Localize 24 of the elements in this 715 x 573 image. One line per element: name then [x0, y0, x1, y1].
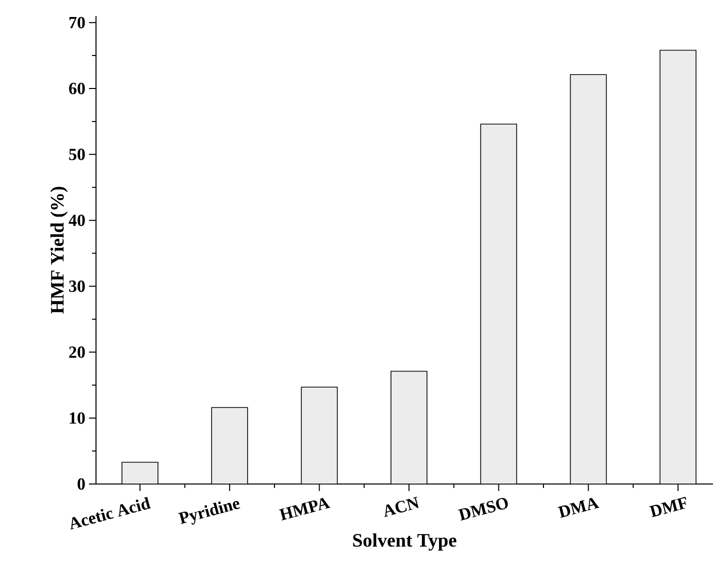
bar	[122, 462, 158, 484]
bar	[390, 370, 428, 484]
y-axis-title: HMF Yield (%)	[50, 186, 68, 314]
bar	[211, 407, 248, 484]
bar	[570, 74, 607, 484]
y-tick-label: 20	[69, 346, 85, 358]
x-tick-label: Acetic Acid	[70, 496, 152, 530]
y-tick-label: 50	[69, 148, 85, 160]
x-tick-label: Pyridine	[178, 500, 240, 525]
x-tick-label: DMA	[558, 498, 600, 518]
bar	[660, 50, 696, 484]
x-tick-label: ACN	[384, 496, 419, 517]
y-tick-label: 10	[70, 412, 85, 424]
bar	[480, 124, 518, 484]
x-tick-label: DMSO	[458, 498, 508, 521]
x-axis-title: Solvent Type	[353, 533, 456, 551]
y-tick-label: 60	[69, 82, 85, 94]
x-tick-label: HMPA	[278, 498, 330, 520]
y-tick-label: 0	[78, 478, 85, 490]
y-tick-label: 70	[69, 16, 85, 28]
y-tick-label: 30	[69, 280, 85, 292]
bar	[300, 386, 338, 484]
x-tick-label: DMF	[649, 496, 686, 518]
y-tick-label: 40	[68, 214, 85, 226]
